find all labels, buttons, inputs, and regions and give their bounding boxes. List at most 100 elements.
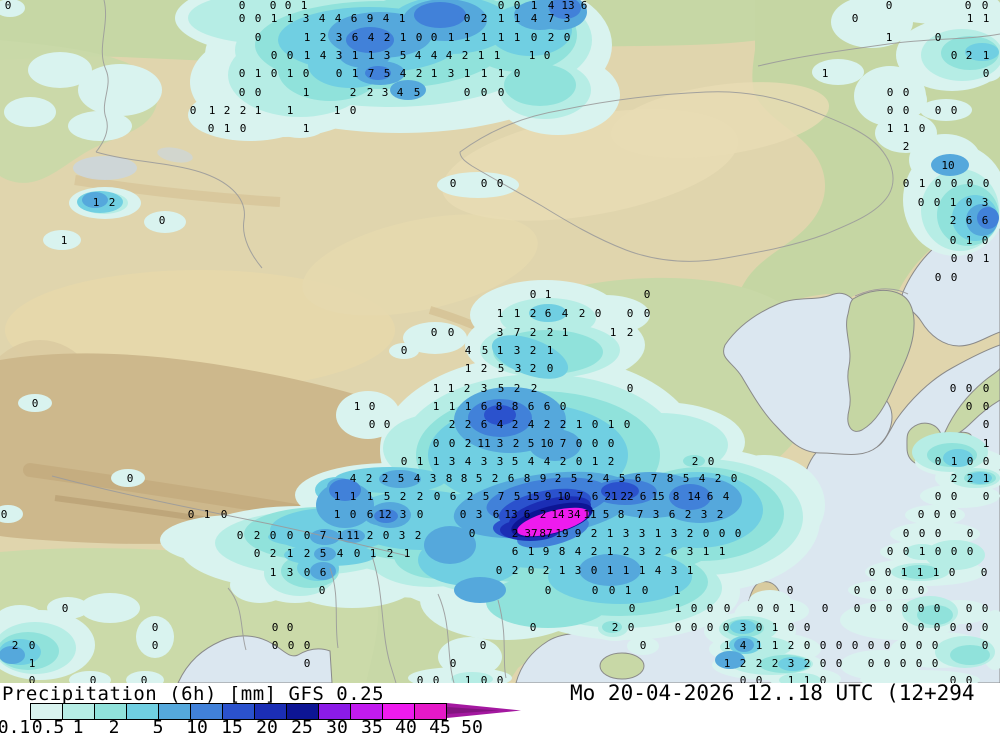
- precip-value: 1: [529, 49, 536, 62]
- precip-value: 1: [822, 67, 829, 80]
- precip-value: 0: [62, 602, 69, 615]
- precip-value: 1: [367, 490, 374, 503]
- precip-value: 14: [551, 508, 565, 521]
- precip-value: 2: [465, 418, 472, 431]
- precip-value: 5: [571, 472, 578, 485]
- precip-value: 6: [481, 400, 488, 413]
- precip-value: 0: [919, 122, 926, 135]
- precip-value: 1: [967, 12, 974, 25]
- precip-value: 9: [543, 545, 550, 558]
- precip-value: 4: [497, 418, 504, 431]
- precip-value: 0: [592, 584, 599, 597]
- precip-max-core: [517, 507, 589, 537]
- precip-value: 2: [692, 455, 699, 468]
- precip-value: 0: [239, 86, 246, 99]
- precip-value: 2: [270, 547, 277, 560]
- precip-value: 2: [417, 490, 424, 503]
- precip-value: 10: [941, 159, 954, 172]
- precip-value: 0: [401, 344, 408, 357]
- precip-value: 0: [982, 621, 989, 634]
- precip-value: 3: [476, 508, 483, 521]
- precip-value: 2: [579, 307, 586, 320]
- precip-value: 0: [951, 490, 958, 503]
- precip-value: 1: [498, 12, 505, 25]
- precip-value: 0: [237, 529, 244, 542]
- precip-value: 5: [683, 472, 690, 485]
- precip-value: 3: [448, 67, 455, 80]
- precip-layer: [0, 0, 1000, 683]
- precip-value: 2: [514, 382, 521, 395]
- precip-value: 0: [708, 455, 715, 468]
- precip-value: 0: [902, 621, 909, 634]
- precip-value: 4: [562, 307, 569, 320]
- precip-value: 14: [687, 490, 701, 503]
- precip-value: 2: [544, 418, 551, 431]
- precip-value: 2: [367, 86, 374, 99]
- precip-value: 0: [804, 621, 811, 634]
- precip-value: 2: [416, 67, 423, 80]
- precip-value: 0: [869, 566, 876, 579]
- precip-value: 7: [498, 490, 505, 503]
- precip-value: 2: [320, 31, 327, 44]
- precip-value: 2: [591, 545, 598, 558]
- precip-value: 0: [983, 67, 990, 80]
- precip-value: 11: [346, 529, 359, 542]
- precip-value: 2: [464, 382, 471, 395]
- precip-value: 0: [32, 397, 39, 410]
- precip-value: 4: [655, 564, 662, 577]
- precip-value: 3: [701, 508, 708, 521]
- precip-value: 2: [685, 508, 692, 521]
- precip-value: 0: [449, 437, 456, 450]
- precip-value: 0: [304, 657, 311, 670]
- precip-value: 9: [575, 527, 582, 540]
- precip-value: 7: [514, 326, 521, 339]
- precip-value: 0: [304, 529, 311, 542]
- precip-value: 0: [433, 437, 440, 450]
- precip-value: 0: [951, 545, 958, 558]
- precip-value: 0: [417, 674, 424, 683]
- precip-value: 0: [416, 31, 423, 44]
- precip-value: 5: [476, 472, 483, 485]
- precip-value: 0: [951, 271, 958, 284]
- precip-value: 0: [29, 674, 36, 683]
- precip-value: 2: [449, 418, 456, 431]
- precip-value: 1: [607, 545, 614, 558]
- precip-value: 5: [414, 86, 421, 99]
- precip-value: 2: [543, 564, 550, 577]
- precip-value: 2: [224, 104, 231, 117]
- precip-value: 0: [932, 657, 939, 670]
- precip-value: 1: [919, 545, 926, 558]
- precip-value: 3: [514, 344, 521, 357]
- precip-value: 0: [966, 400, 973, 413]
- precip-value: 2: [512, 564, 519, 577]
- precip-value: 1: [983, 437, 990, 450]
- precip-value: 0: [852, 639, 859, 652]
- precip-value: 0: [886, 584, 893, 597]
- precip-value: 5: [619, 472, 626, 485]
- precip-value: 3: [623, 527, 630, 540]
- precip-value: 0: [916, 657, 923, 670]
- precip-value: 2: [950, 214, 957, 227]
- precip-value: 0: [918, 508, 925, 521]
- precip-value: 2: [366, 472, 373, 485]
- precip-value: 2: [966, 49, 973, 62]
- precip-value: 1: [464, 31, 471, 44]
- precip-value: 0: [545, 584, 552, 597]
- precip-value: 2: [415, 529, 422, 542]
- precip-value: 1: [337, 529, 344, 542]
- precip-value: 4: [383, 12, 390, 25]
- precip-value: 0: [967, 527, 974, 540]
- precip-value: 0: [903, 86, 910, 99]
- precip-value: 3: [303, 12, 310, 25]
- precip-value: 0: [221, 508, 228, 521]
- precip-value: 7: [368, 67, 375, 80]
- precip-value: 0: [609, 584, 616, 597]
- precip-value: 0: [560, 400, 567, 413]
- precip-value: 1: [917, 566, 924, 579]
- precip-value: 6: [367, 508, 374, 521]
- precip-value: 1: [983, 12, 990, 25]
- precip-value: 0: [982, 639, 989, 652]
- precip-value: 0: [902, 602, 909, 615]
- precip-value: 2: [109, 196, 116, 209]
- precip-value: 4: [400, 67, 407, 80]
